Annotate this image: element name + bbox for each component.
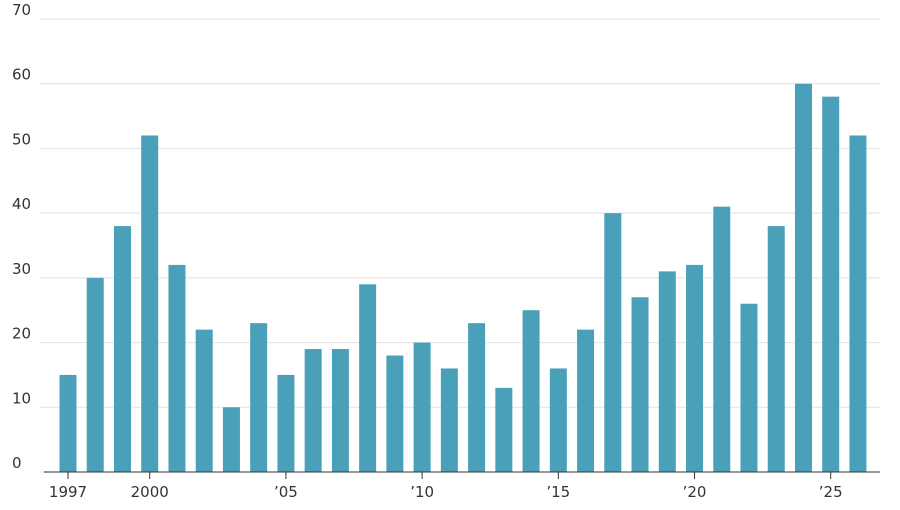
bar (794, 83, 812, 472)
bar (577, 329, 595, 472)
bar (386, 355, 404, 472)
bar (413, 342, 431, 472)
y-tick-label: 50 (12, 130, 31, 148)
bar (631, 297, 649, 472)
bar (522, 310, 540, 472)
x-tick-label: ’05 (274, 483, 298, 501)
bar (195, 329, 213, 472)
x-tick-label: ’10 (410, 483, 434, 501)
bar (277, 374, 295, 472)
bar (141, 135, 159, 472)
bar (822, 96, 840, 473)
bar (168, 264, 186, 472)
bar (440, 368, 458, 472)
x-tick-label: ’25 (819, 483, 843, 501)
y-tick-label: 0 (12, 454, 22, 472)
y-tick-label: 70 (12, 1, 31, 19)
y-tick-label: 10 (12, 389, 31, 407)
bar (304, 349, 322, 472)
y-tick-label: 30 (12, 260, 31, 278)
y-tick-label: 20 (12, 325, 31, 343)
bar (713, 206, 731, 472)
bar (495, 387, 513, 472)
x-tick-label: 2000 (131, 483, 169, 501)
bar (468, 323, 486, 472)
x-tick-label: ’15 (546, 483, 570, 501)
bar (658, 271, 676, 472)
y-tick-label: 40 (12, 195, 31, 213)
bar (740, 303, 758, 472)
bar (604, 213, 622, 472)
bar (222, 407, 240, 472)
x-tick-label: 1997 (49, 483, 87, 501)
y-tick-label: 60 (12, 66, 31, 84)
bar (549, 368, 567, 472)
bar (767, 226, 785, 472)
bar (86, 277, 104, 472)
bar (59, 374, 77, 472)
bar (113, 226, 131, 472)
bar (250, 323, 268, 472)
bar (686, 264, 704, 472)
bar (331, 349, 349, 472)
x-tick-label: ’20 (683, 483, 707, 501)
bar (849, 135, 867, 472)
bar (359, 284, 377, 472)
